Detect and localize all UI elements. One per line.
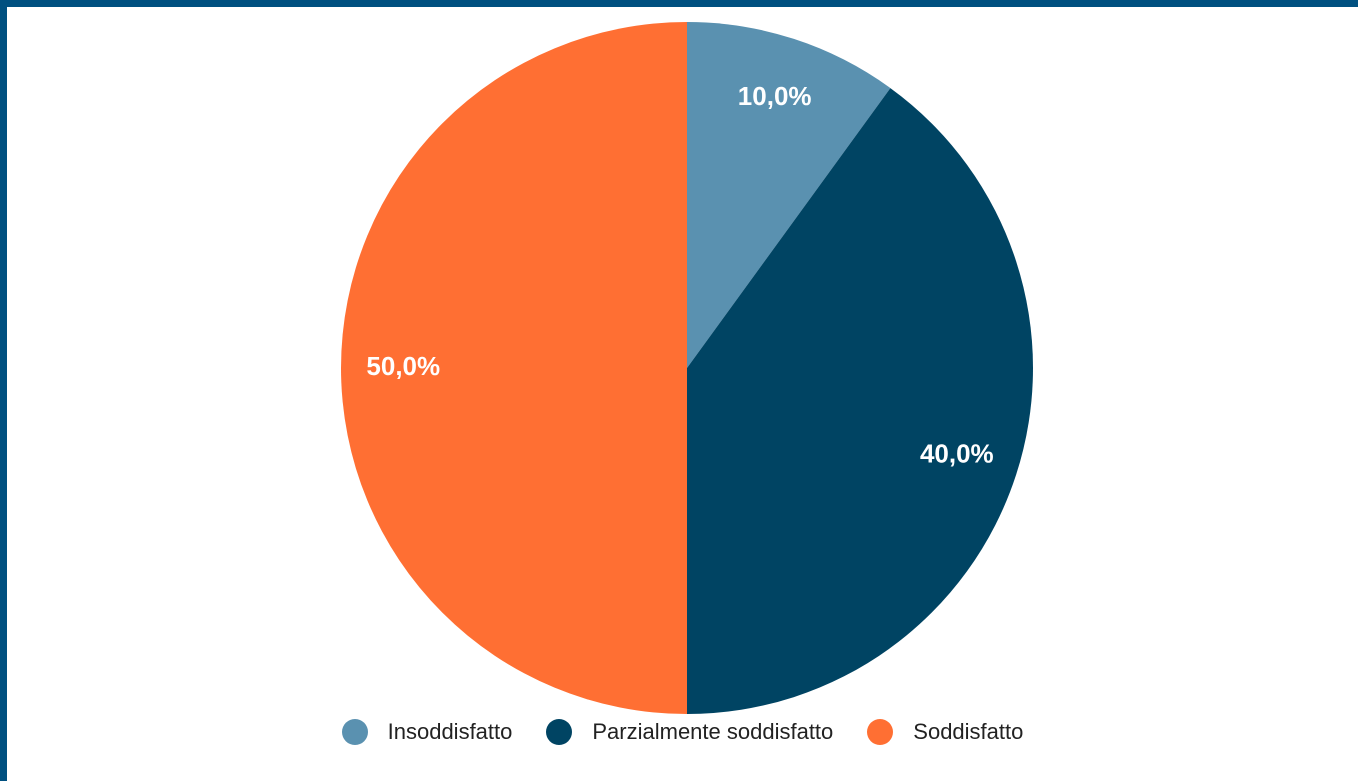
pie-slices <box>341 22 1033 714</box>
legend-item-soddisfatto[interactable]: Soddisfatto <box>867 719 1023 745</box>
legend-swatch <box>341 719 368 745</box>
pie-slice-insoddisfatto[interactable] <box>687 22 891 368</box>
legend-swatch <box>867 719 894 745</box>
pie-slice-parzialmente-soddisfatto[interactable] <box>687 88 1033 714</box>
pie-data-labels: 10,0% 40,0% 50,0% <box>366 81 993 469</box>
pie-slice-soddisfatto[interactable] <box>341 22 687 714</box>
legend-swatch <box>546 719 573 745</box>
legend-item-insoddisfatto[interactable]: Insoddisfatto <box>341 719 513 745</box>
legend-label: Insoddisfatto <box>387 719 513 744</box>
legend-item-parzialmente-soddisfatto[interactable]: Parzialmente soddisfatto <box>546 719 833 745</box>
legend-label: Parzialmente soddisfatto <box>592 719 834 744</box>
legend-label: Soddisfatto <box>913 719 1024 744</box>
data-label-parzialmente-soddisfatto: 40,0% <box>920 439 994 469</box>
data-label-soddisfatto: 50,0% <box>366 351 440 381</box>
data-label-insoddisfatto: 10,0% <box>738 81 812 111</box>
pie-chart: 10,0% 40,0% 50,0% <box>341 22 1033 714</box>
chart-frame: 10,0% 40,0% 50,0% Insoddisfatto Parzialmen… <box>7 7 1358 781</box>
legend: Insoddisfatto Parzialmente soddisfatto S… <box>7 717 1358 747</box>
